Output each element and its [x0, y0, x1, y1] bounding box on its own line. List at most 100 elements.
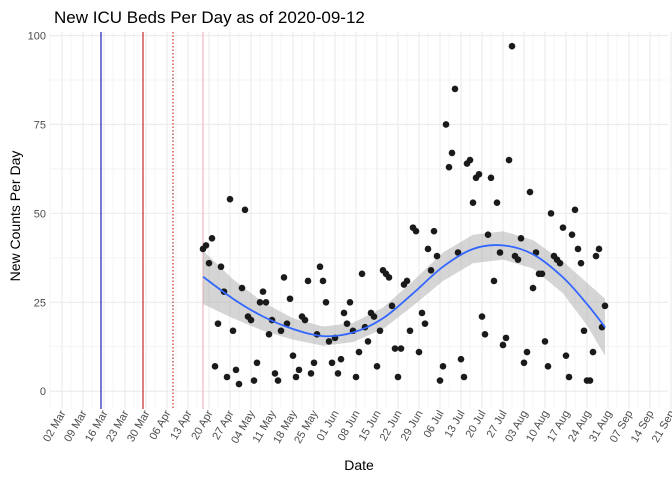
data-point [595, 245, 603, 253]
data-point [241, 206, 249, 214]
data-point [280, 274, 288, 281]
data-point [520, 359, 528, 367]
data-point [496, 249, 504, 256]
data-point [565, 373, 573, 381]
data-point [562, 352, 570, 359]
data-point [271, 370, 279, 377]
data-point [307, 370, 315, 377]
data-point [235, 380, 243, 388]
data-point [412, 227, 420, 235]
data-point [586, 377, 594, 384]
data-point [490, 277, 498, 285]
data-point [346, 299, 354, 306]
data-point [592, 252, 600, 260]
data-point [508, 42, 516, 50]
data-point [334, 370, 342, 377]
data-point [238, 284, 246, 292]
data-point [457, 355, 465, 363]
data-point [577, 259, 585, 267]
y-tick-label: 50 [34, 208, 46, 220]
data-point [352, 373, 360, 381]
data-point [202, 242, 210, 249]
y-tick-label: 0 [40, 386, 46, 398]
data-point [295, 366, 303, 374]
data-point [403, 277, 411, 285]
data-point [358, 270, 366, 278]
data-point [250, 377, 258, 384]
data-point [274, 377, 282, 384]
data-point [301, 316, 309, 324]
y-tick-label: 25 [34, 297, 46, 309]
data-point [277, 327, 285, 335]
data-point [493, 199, 501, 207]
data-point [229, 327, 237, 335]
data-point [223, 373, 231, 381]
data-point [325, 338, 333, 345]
data-point [391, 345, 399, 352]
y-axis-title: New Counts Per Day [7, 151, 23, 282]
data-point [544, 363, 552, 370]
y-tick-label: 75 [34, 119, 46, 131]
data-point [454, 249, 462, 256]
data-point [571, 206, 579, 214]
data-point [442, 121, 450, 128]
data-point [406, 327, 414, 335]
data-point [256, 299, 264, 306]
data-point [355, 348, 363, 356]
data-point [559, 224, 567, 231]
data-point [418, 309, 426, 317]
data-point [232, 366, 240, 374]
data-point [430, 227, 438, 235]
data-point [427, 266, 435, 274]
data-point [211, 363, 219, 370]
data-point [385, 274, 393, 281]
data-point [439, 363, 447, 370]
data-point [547, 210, 555, 217]
data-point [451, 85, 459, 93]
data-point [478, 313, 486, 320]
data-point [319, 277, 327, 285]
data-point [448, 149, 456, 157]
data-point [424, 245, 432, 253]
data-point [364, 338, 372, 345]
data-point [289, 352, 297, 359]
data-point [373, 363, 381, 370]
data-point [415, 348, 423, 356]
data-point [397, 345, 405, 352]
data-point [217, 263, 225, 271]
data-point [265, 331, 273, 338]
data-point [580, 327, 588, 335]
confidence-band [203, 231, 605, 356]
data-point [466, 156, 474, 164]
data-point [541, 338, 549, 345]
data-point [505, 156, 513, 164]
data-point [469, 199, 477, 207]
data-point [475, 170, 483, 178]
data-point [328, 359, 336, 367]
data-point [292, 373, 300, 381]
data-point [481, 331, 489, 338]
reference-lines [100, 32, 204, 409]
data-point [529, 284, 537, 292]
data-point [388, 302, 396, 310]
data-point [445, 163, 453, 171]
data-point [247, 316, 255, 324]
data-point [283, 320, 291, 327]
data-point [304, 277, 312, 285]
data-point [589, 348, 597, 356]
data-point [262, 299, 270, 306]
x-axis-title: Date [344, 457, 374, 473]
data-point [394, 373, 402, 381]
data-point [502, 334, 510, 342]
smooth-curve [202, 244, 606, 338]
grid [49, 32, 672, 409]
data-point [517, 234, 525, 242]
data-point [208, 234, 216, 242]
data-point [310, 359, 318, 367]
data-point [487, 174, 495, 182]
data-point [499, 341, 507, 349]
data-point [460, 373, 468, 381]
data-point [337, 355, 345, 363]
